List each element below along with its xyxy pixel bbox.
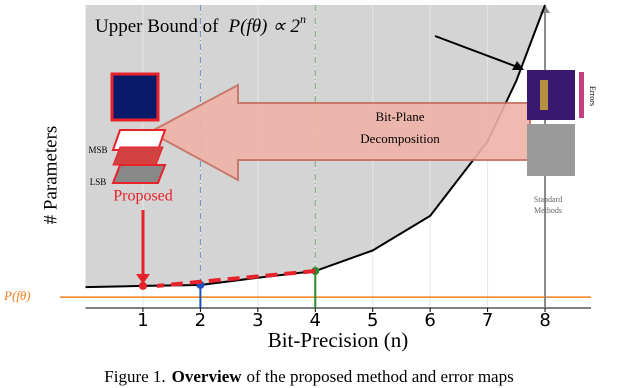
standard-label: Methods (534, 206, 562, 215)
x-tick-label: 7 (482, 310, 493, 331)
caption-bold: Overview (172, 367, 243, 386)
caption-text: of the proposed method and error maps (247, 367, 514, 386)
x-tick-label: 3 (252, 310, 263, 331)
point (138, 281, 147, 290)
bit-plane-image (110, 72, 160, 122)
reference-label: P(fθ) (3, 288, 31, 303)
pointer (434, 35, 521, 69)
errors-label: Errors (588, 86, 597, 106)
x-tick-label: 6 (424, 310, 435, 331)
caption-label: Figure 1. (104, 367, 165, 386)
title-formula: P(fθ) ∝ 2 (227, 16, 300, 37)
caption: Figure 1. Overview of the proposed method … (104, 367, 513, 386)
error-map (527, 70, 575, 120)
proposed-label: Proposed (113, 188, 173, 205)
x-tick-label: 2 (195, 310, 206, 331)
y-label: # Parameters (40, 126, 61, 225)
lsb-plane (111, 164, 167, 184)
standard-image (527, 124, 575, 176)
arrow-text: Decomposition (360, 131, 440, 146)
x-tick-label: 8 (539, 310, 550, 331)
quantize-arrow (156, 269, 316, 288)
colorbar (579, 72, 584, 118)
error-hot (540, 80, 548, 110)
msb-label: MSB (88, 145, 107, 155)
arrow-head (136, 274, 150, 284)
lsb-label: LSB (90, 177, 107, 187)
plane (112, 146, 164, 166)
x-tick-label: 4 (310, 310, 321, 331)
x-tick-label: 1 (137, 310, 148, 331)
x-label: Bit-Precision (n) (268, 328, 409, 352)
annotation-title: Upper Bound of P(fθ) ∝ 2n (95, 12, 306, 38)
standard-label: Standard (534, 195, 562, 204)
x-tick-label: 5 (367, 310, 378, 331)
pointer-head (512, 61, 524, 70)
title-text: Upper Bound of (95, 16, 219, 37)
title-exponent: n (300, 12, 306, 26)
arrow-text: Bit-Plane (375, 109, 424, 124)
